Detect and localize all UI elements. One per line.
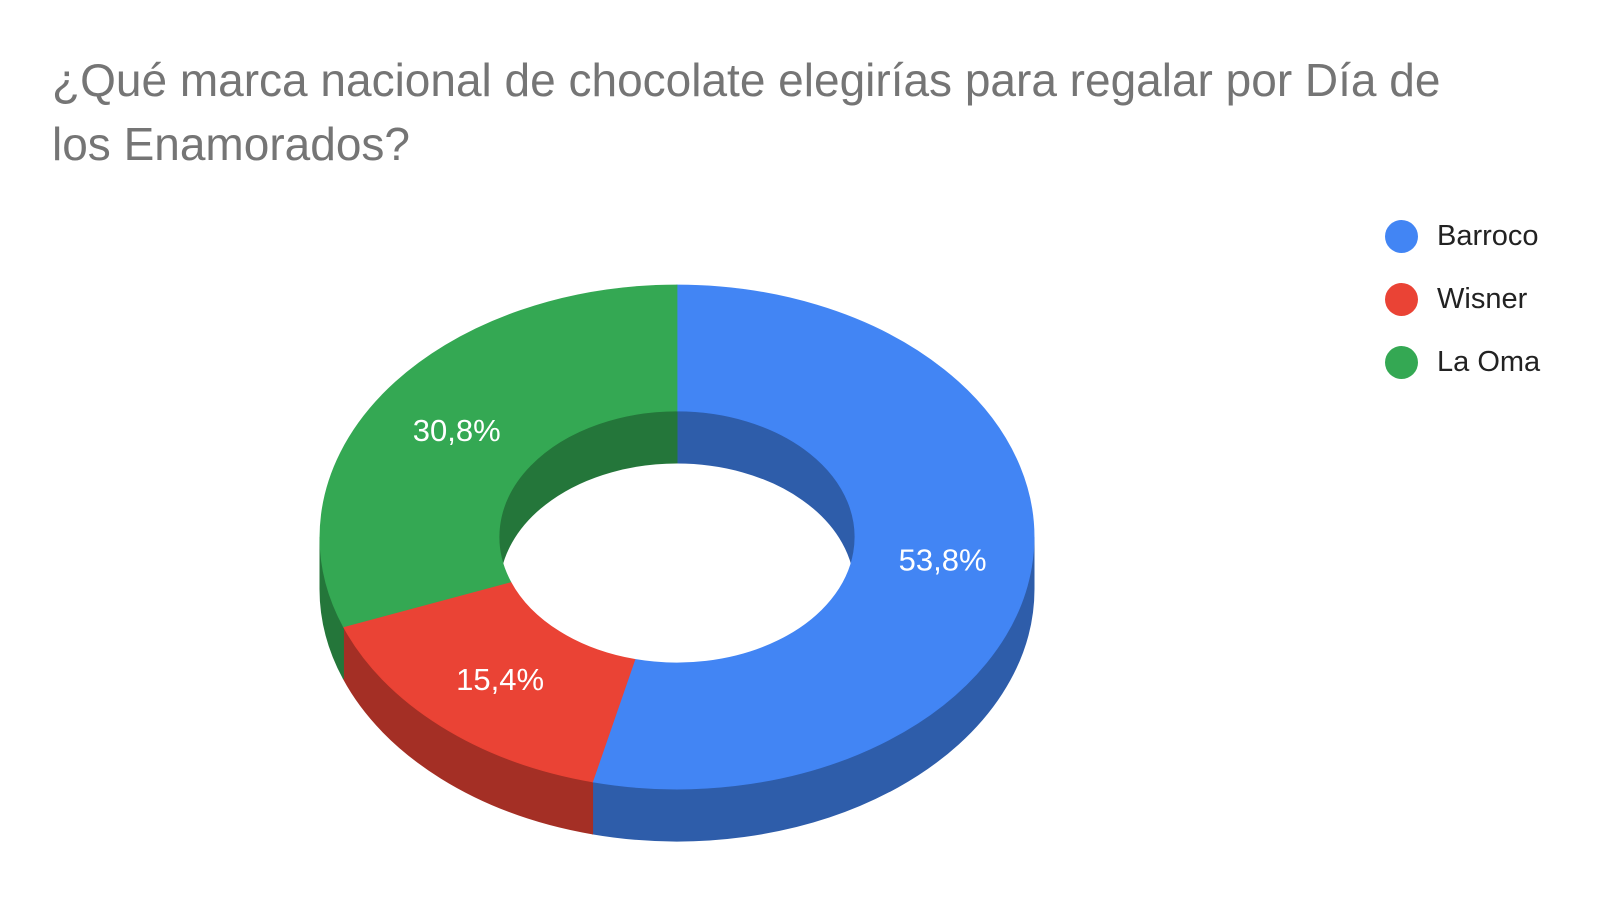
slice-label-la-oma: 30,8% (413, 413, 501, 448)
legend-item-la-oma[interactable]: La Oma (1385, 331, 1540, 394)
legend-item-wisner[interactable]: Wisner (1385, 268, 1540, 331)
legend-swatch-la-oma (1385, 346, 1418, 379)
legend-item-barroco[interactable]: Barroco (1385, 205, 1540, 268)
slice-label-wisner: 15,4% (456, 662, 544, 697)
legend-swatch-barroco (1385, 220, 1418, 253)
chart-legend: Barroco Wisner La Oma (1385, 205, 1540, 394)
slice-la-oma[interactable] (319, 284, 678, 628)
slice-label-barroco: 53,8% (899, 543, 987, 578)
donut-top-faces (319, 284, 1035, 790)
legend-label-barroco: Barroco (1437, 220, 1539, 252)
legend-label-wisner: Wisner (1437, 283, 1528, 315)
slice-barroco[interactable] (592, 284, 1035, 790)
legend-label-la-oma: La Oma (1437, 346, 1541, 378)
chart-title: ¿Qué marca nacional de chocolate elegirí… (52, 54, 1441, 170)
donut-labels: 53,8% 15,4% 30,8% (413, 413, 987, 697)
slice-wisner[interactable] (342, 581, 636, 783)
legend-swatch-wisner (1385, 283, 1418, 316)
